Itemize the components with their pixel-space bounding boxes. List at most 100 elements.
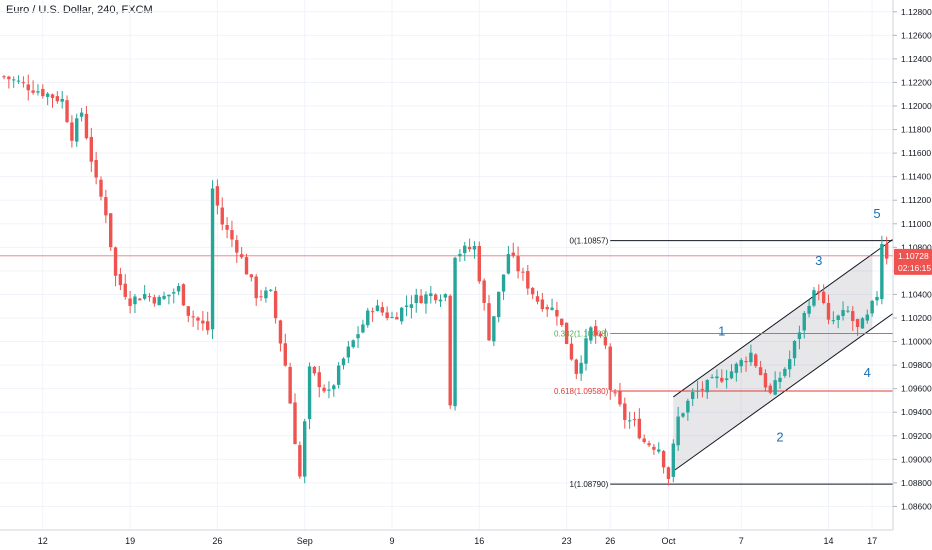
candle-body <box>744 361 748 363</box>
price-tick-label: 1.08600 <box>901 501 932 511</box>
candle-body <box>545 307 549 310</box>
candle-body <box>123 283 127 297</box>
candle-body <box>50 94 55 98</box>
fib-level-label: 1(1.08790) <box>570 480 609 489</box>
candle-body <box>133 296 137 305</box>
candle-body <box>608 346 612 390</box>
time-tick-label: 26 <box>605 536 615 546</box>
candle-body <box>497 291 501 318</box>
candle-body <box>356 334 360 339</box>
candle-body <box>385 312 389 319</box>
candle-body <box>603 337 608 346</box>
candle-body <box>375 305 380 311</box>
candle-body <box>45 93 50 97</box>
candle-body <box>395 317 399 320</box>
candle-body <box>332 385 336 390</box>
candle-body <box>104 197 108 216</box>
candle-body <box>885 243 889 259</box>
price-tick-label: 1.08800 <box>901 478 932 488</box>
candle-body <box>152 297 157 304</box>
candle-body <box>836 315 840 320</box>
candle-body <box>298 445 302 477</box>
candle-body <box>598 333 603 337</box>
wave-label: 5 <box>873 206 880 221</box>
candle-body <box>807 305 811 314</box>
candle-body <box>128 298 132 306</box>
candle-body <box>506 254 511 274</box>
candle-body <box>560 318 564 326</box>
candle-body <box>273 290 278 319</box>
time-tick-label: Oct <box>661 536 676 546</box>
candle-body <box>109 213 113 248</box>
candle-body <box>831 320 836 322</box>
candle-body <box>312 366 317 374</box>
candle-body <box>12 79 16 81</box>
candle-body <box>210 188 215 330</box>
candle-body <box>249 274 254 278</box>
candle-body <box>288 366 292 404</box>
candle-body <box>60 98 64 102</box>
candle-body <box>89 136 93 162</box>
candle-body <box>880 244 884 300</box>
candle-body <box>429 293 433 297</box>
candle-body <box>594 326 598 336</box>
candle-body <box>94 160 98 178</box>
candle-body <box>361 324 365 333</box>
candle-body <box>526 271 530 289</box>
candle-body <box>167 294 171 297</box>
price-tick-label: 1.09800 <box>901 360 932 370</box>
fib-level-label: 0(1.10857) <box>570 237 609 246</box>
time-tick-label: 23 <box>562 536 572 546</box>
channel-lower-line <box>673 303 907 472</box>
candle-body <box>225 224 229 230</box>
candle-body <box>113 247 118 276</box>
wave-label: 3 <box>815 253 822 268</box>
candle-body <box>162 295 166 299</box>
price-tick-label: 1.12800 <box>901 7 932 17</box>
candle-body <box>196 317 200 321</box>
time-tick-label: 12 <box>38 536 48 546</box>
candle-body <box>336 365 341 385</box>
candle-body <box>472 245 477 250</box>
time-tick-label: 17 <box>867 536 877 546</box>
price-tick-label: 1.12200 <box>901 77 932 87</box>
candle-body <box>579 362 583 374</box>
candle-body <box>453 257 457 407</box>
candle-body <box>16 80 21 82</box>
candle-body <box>792 341 797 359</box>
candle-body <box>443 294 448 298</box>
candle-body <box>147 296 152 298</box>
time-tick-label: 7 <box>739 536 744 546</box>
candle-body <box>584 338 588 364</box>
candle-body <box>783 368 787 376</box>
price-tick-label: 1.11600 <box>901 148 931 158</box>
candle-body <box>860 318 865 329</box>
price-tick-label: 1.10800 <box>901 242 932 252</box>
candle-body <box>172 292 176 294</box>
candle-body <box>259 296 263 298</box>
candle-body <box>758 367 763 376</box>
candle-body <box>264 290 268 299</box>
candle-body <box>851 311 855 322</box>
candle-body <box>802 312 806 331</box>
candle-body <box>235 240 239 253</box>
candle-body <box>676 416 680 446</box>
candle-body <box>404 305 409 307</box>
candle-body <box>686 400 690 413</box>
candle-body <box>875 296 879 301</box>
candle-body <box>778 377 782 382</box>
candle-body <box>763 373 768 388</box>
candle-body <box>632 419 637 421</box>
candle-body <box>521 271 525 273</box>
candle-body <box>734 363 739 373</box>
candle-body <box>341 358 346 366</box>
candle-body <box>317 372 321 388</box>
candle-body <box>79 112 84 117</box>
candle-body <box>206 321 210 331</box>
candle-body <box>424 294 428 304</box>
candle-body <box>695 390 700 392</box>
candle-body <box>637 418 642 439</box>
channel-upper-line <box>673 229 907 398</box>
candle-body <box>65 100 69 123</box>
